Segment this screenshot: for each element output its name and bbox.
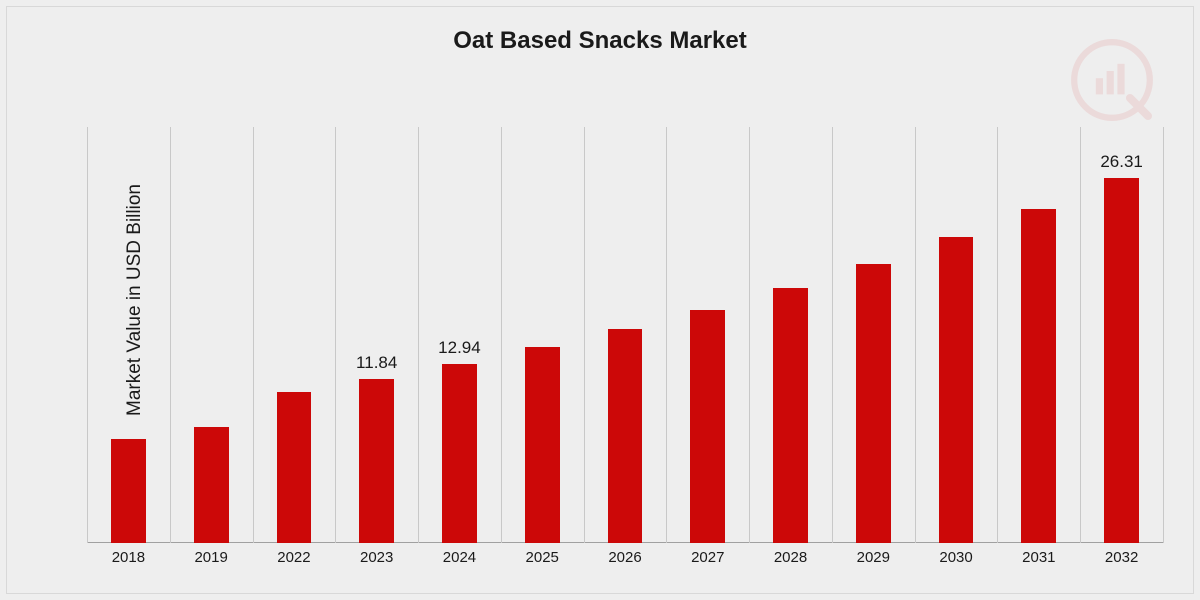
grid-line <box>501 127 502 543</box>
grid-line <box>997 127 998 543</box>
x-tick-label: 2029 <box>857 549 890 566</box>
x-axis: 2018 2019 2022 2023 2024 2025 2026 2027 2028 2029… <box>87 543 1163 583</box>
grid-line <box>666 127 667 543</box>
chart-title: Oat Based Snacks Market <box>7 27 1193 55</box>
x-tick-label: 2022 <box>277 549 310 566</box>
grid-line <box>584 127 585 543</box>
grid-line <box>335 127 336 543</box>
grid-line <box>253 127 254 543</box>
grid-line <box>87 127 88 543</box>
bar <box>608 329 643 543</box>
x-tick-label: 2019 <box>194 549 227 566</box>
x-tick-label: 2030 <box>939 549 972 566</box>
bar <box>442 364 477 543</box>
chart-container: Oat Based Snacks Market Market Value in … <box>6 6 1194 594</box>
grid-line <box>915 127 916 543</box>
bar <box>773 288 808 543</box>
grid-line <box>418 127 419 543</box>
x-tick-label: 2025 <box>526 549 559 566</box>
bar <box>690 310 725 543</box>
bar <box>1021 209 1056 543</box>
grid-line <box>1163 127 1164 543</box>
watermark-logo <box>1067 35 1157 125</box>
x-tick-label: 2027 <box>691 549 724 566</box>
bar-value-label: 26.31 <box>1100 152 1143 172</box>
x-tick-label: 2018 <box>112 549 145 566</box>
bar <box>939 237 974 543</box>
x-tick-label: 2031 <box>1022 549 1055 566</box>
grid-line <box>1080 127 1081 543</box>
bar <box>1104 178 1139 543</box>
bar <box>359 379 394 543</box>
x-tick-label: 2026 <box>608 549 641 566</box>
bar <box>277 392 312 543</box>
x-tick-label: 2024 <box>443 549 476 566</box>
bar <box>525 347 560 543</box>
grid-line <box>749 127 750 543</box>
grid-line <box>170 127 171 543</box>
bar <box>194 427 229 543</box>
bar-value-label: 11.84 <box>356 353 397 373</box>
bar-value-label: 12.94 <box>438 338 481 358</box>
plot-area: 11.84 12.94 26.31 <box>87 127 1163 543</box>
bar <box>111 439 146 543</box>
bar <box>856 264 891 543</box>
grid-line <box>832 127 833 543</box>
x-tick-label: 2028 <box>774 549 807 566</box>
x-tick-label: 2023 <box>360 549 393 566</box>
x-tick-label: 2032 <box>1105 549 1138 566</box>
